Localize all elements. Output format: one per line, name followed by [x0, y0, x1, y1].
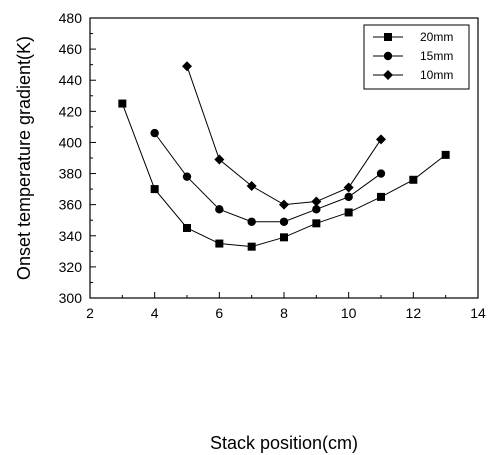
data-point-20mm: [118, 99, 127, 108]
legend-label-20mm: 20mm: [420, 30, 453, 44]
data-point-15mm: [279, 217, 289, 226]
data-point-10mm: [279, 199, 289, 210]
series-20mm: [118, 99, 450, 251]
series-10mm: [182, 61, 386, 210]
y-tick-label: 400: [59, 134, 83, 150]
data-point-20mm: [441, 150, 450, 159]
y-tick-label: 440: [59, 72, 83, 88]
legend-item-15mm: 15mm: [373, 49, 453, 63]
data-point-20mm: [344, 208, 353, 217]
data-point-20mm: [312, 219, 321, 228]
y-tick-label: 300: [59, 290, 83, 306]
data-point-10mm: [376, 134, 386, 145]
series-line-15mm: [154, 132, 382, 223]
data-point-10mm: [246, 181, 257, 191]
data-point-20mm: [377, 192, 385, 201]
data-point-15mm: [247, 217, 256, 226]
data-point-15mm: [312, 205, 321, 214]
data-point-15mm: [344, 192, 353, 202]
legend: 20mm 15mm 10mm: [363, 24, 470, 90]
data-point-20mm: [409, 175, 418, 184]
series-15mm: [150, 128, 386, 226]
y-tick-label: 480: [59, 10, 83, 26]
plot-frame: [89, 17, 479, 299]
data-point-10mm: [214, 154, 225, 165]
data-point-15mm: [182, 172, 192, 181]
legend-marker-20mm: [384, 33, 392, 41]
legend-label-10mm: 10mm: [420, 68, 453, 82]
y-tick-label: 320: [59, 259, 83, 275]
data-point-15mm: [376, 169, 386, 178]
legend-marker-10mm: [383, 70, 393, 80]
legend-frame: [363, 24, 470, 90]
data-point-10mm: [343, 182, 354, 193]
series-line-10mm: [186, 66, 382, 206]
x-tick-label: 8: [280, 305, 288, 321]
data-point-10mm: [182, 61, 192, 72]
y-tick-label: 340: [59, 228, 83, 244]
x-tick-label: 4: [151, 305, 159, 321]
data-point-20mm: [215, 239, 224, 248]
data-point-10mm: [311, 196, 322, 207]
data-point-15mm: [150, 128, 159, 138]
x-tick-label: 10: [341, 305, 357, 321]
y-tick-label: 360: [59, 197, 83, 213]
y-tick-label: 380: [59, 166, 83, 182]
data-point-20mm: [247, 242, 256, 251]
legend-label-15mm: 15mm: [420, 49, 453, 63]
x-tick-label: 6: [215, 305, 223, 321]
legend-item-20mm: 20mm: [373, 30, 453, 44]
data-point-15mm: [215, 205, 224, 214]
legend-marker-15mm: [383, 51, 393, 61]
y-tick-label: 420: [59, 103, 83, 119]
data-point-20mm: [183, 224, 191, 232]
x-axis-title: Stack position(cm): [210, 433, 358, 453]
y-tick-label: 460: [59, 41, 83, 57]
legend-item-10mm: 10mm: [373, 68, 453, 82]
data-point-20mm: [280, 233, 288, 242]
x-tick-label: 2: [86, 305, 94, 321]
x-tick-label: 12: [406, 305, 422, 321]
x-tick-label: 14: [470, 305, 486, 321]
data-point-20mm: [150, 185, 159, 194]
y-axis-title: Onset temperature gradient(K): [14, 36, 34, 280]
